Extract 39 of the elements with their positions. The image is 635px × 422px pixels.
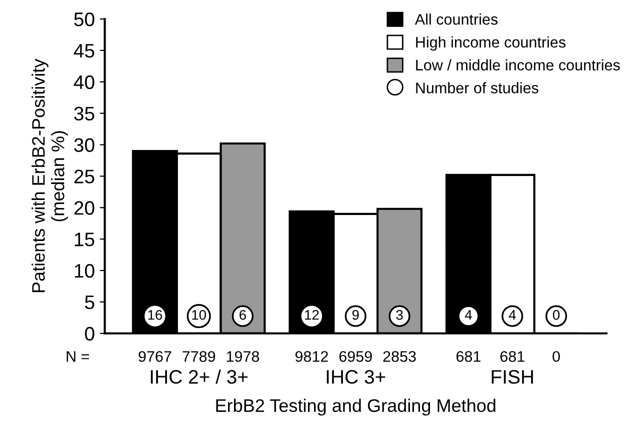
x-tick-label: IHC 3+ [326,370,386,384]
y-tick-label: 35 [74,106,94,121]
y-tick-label: 5 [85,296,94,310]
annotation: 10 [192,310,206,320]
annotation: 3 [396,310,403,320]
y-tick-label: 20 [74,201,94,215]
text: 7789 [182,351,216,362]
annotation: 0 [552,310,560,320]
x-tick-label: FISH [492,370,533,384]
text: 681 [500,351,524,362]
text: 6959 [339,351,372,362]
y-axis-title: Patients with ErbB2-Positivity (median %) [32,58,68,292]
annotation: 12 [305,310,319,320]
legend-label: High income countries [416,36,566,51]
legend-label: All countries [414,14,498,25]
annotation: 4 [464,310,472,320]
y-tick-label: 0 [85,326,94,341]
annotation: 6 [240,310,246,320]
text: 681 [456,351,480,362]
text: 9767 [138,351,172,362]
annotation: 9 [352,310,359,320]
y-tick-label: 10 [74,264,94,278]
annotation: 4 [508,310,516,320]
y-tick-label: 15 [74,232,94,246]
text: 2853 [383,351,416,362]
y-tick-label: 50 [74,12,94,26]
text: 0 [552,351,560,362]
text: 1978 [226,351,260,362]
text: N = [66,351,89,362]
x-tick-label: IHC 2+ / 3+ [150,369,248,384]
y-tick-label: 45 [74,44,94,58]
y-tick-label: 40 [74,75,94,90]
y-tick-label: 25 [74,170,94,184]
annotation: Number of studies [416,82,538,94]
annotation: 16 [148,310,162,320]
x-axis-title: ErbB2 Testing and Grading Method [216,398,496,416]
y-tick-label: 30 [74,138,94,152]
text: 9812 [295,351,328,362]
legend-label: Low / middle income countries [416,59,620,70]
